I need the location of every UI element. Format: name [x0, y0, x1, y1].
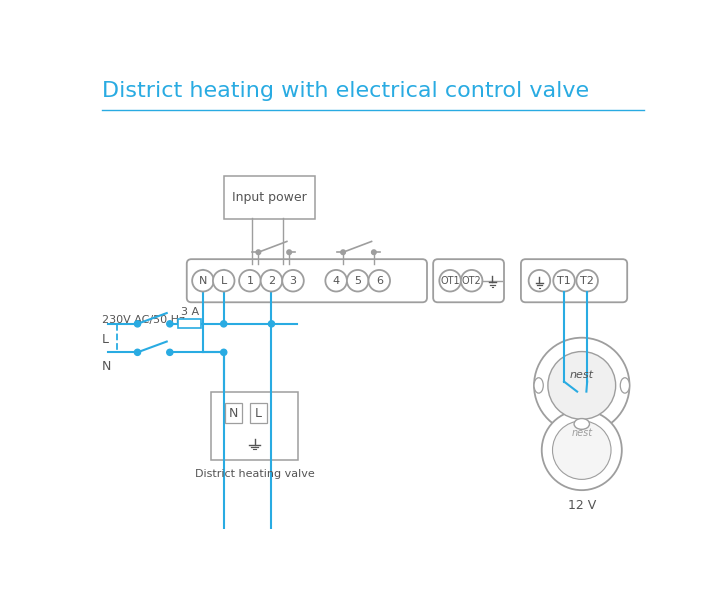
Text: 12 V: 12 V: [568, 500, 596, 513]
Text: L: L: [221, 276, 227, 286]
Text: T1: T1: [557, 276, 571, 286]
Text: 6: 6: [376, 276, 383, 286]
Text: OT2: OT2: [462, 276, 481, 286]
Circle shape: [239, 270, 261, 292]
Text: 3 A: 3 A: [181, 307, 199, 317]
Text: Input power: Input power: [232, 191, 307, 204]
Circle shape: [548, 352, 616, 419]
Circle shape: [529, 270, 550, 292]
Text: District heating valve: District heating valve: [194, 469, 314, 479]
Circle shape: [192, 270, 214, 292]
FancyBboxPatch shape: [187, 259, 427, 302]
Circle shape: [167, 321, 173, 327]
Circle shape: [287, 250, 291, 255]
Circle shape: [282, 270, 304, 292]
Circle shape: [371, 250, 376, 255]
Ellipse shape: [574, 419, 590, 429]
Circle shape: [542, 410, 622, 490]
Circle shape: [221, 321, 227, 327]
Text: L: L: [102, 333, 109, 346]
FancyBboxPatch shape: [433, 259, 504, 302]
FancyBboxPatch shape: [210, 391, 298, 460]
Text: 1: 1: [246, 276, 253, 286]
Ellipse shape: [534, 378, 543, 393]
Circle shape: [577, 270, 598, 292]
Text: District heating with electrical control valve: District heating with electrical control…: [102, 81, 589, 100]
Circle shape: [341, 250, 345, 255]
Text: nest: nest: [570, 369, 594, 380]
Text: N: N: [199, 276, 207, 286]
Ellipse shape: [620, 378, 630, 393]
Circle shape: [167, 349, 173, 355]
Circle shape: [461, 270, 483, 292]
FancyBboxPatch shape: [250, 403, 267, 423]
Text: 3: 3: [290, 276, 296, 286]
Circle shape: [261, 270, 282, 292]
Circle shape: [553, 421, 611, 479]
Circle shape: [269, 321, 274, 327]
Text: 5: 5: [355, 276, 361, 286]
Circle shape: [325, 270, 347, 292]
Text: L: L: [255, 407, 262, 419]
Text: OT1: OT1: [440, 276, 460, 286]
Text: N: N: [229, 407, 238, 419]
Text: 4: 4: [333, 276, 340, 286]
Circle shape: [221, 349, 227, 355]
FancyBboxPatch shape: [178, 319, 202, 328]
Text: N: N: [102, 360, 111, 373]
Text: 2: 2: [268, 276, 275, 286]
Circle shape: [553, 270, 575, 292]
Circle shape: [347, 270, 368, 292]
FancyBboxPatch shape: [225, 403, 242, 423]
Circle shape: [368, 270, 390, 292]
Circle shape: [256, 250, 261, 255]
Circle shape: [534, 338, 630, 433]
Circle shape: [135, 321, 141, 327]
Circle shape: [135, 349, 141, 355]
Text: nest: nest: [571, 428, 593, 438]
FancyBboxPatch shape: [521, 259, 628, 302]
Circle shape: [213, 270, 234, 292]
Text: 230V AC/50 Hz: 230V AC/50 Hz: [102, 315, 185, 324]
FancyBboxPatch shape: [223, 176, 315, 219]
Circle shape: [439, 270, 461, 292]
Text: T2: T2: [580, 276, 594, 286]
